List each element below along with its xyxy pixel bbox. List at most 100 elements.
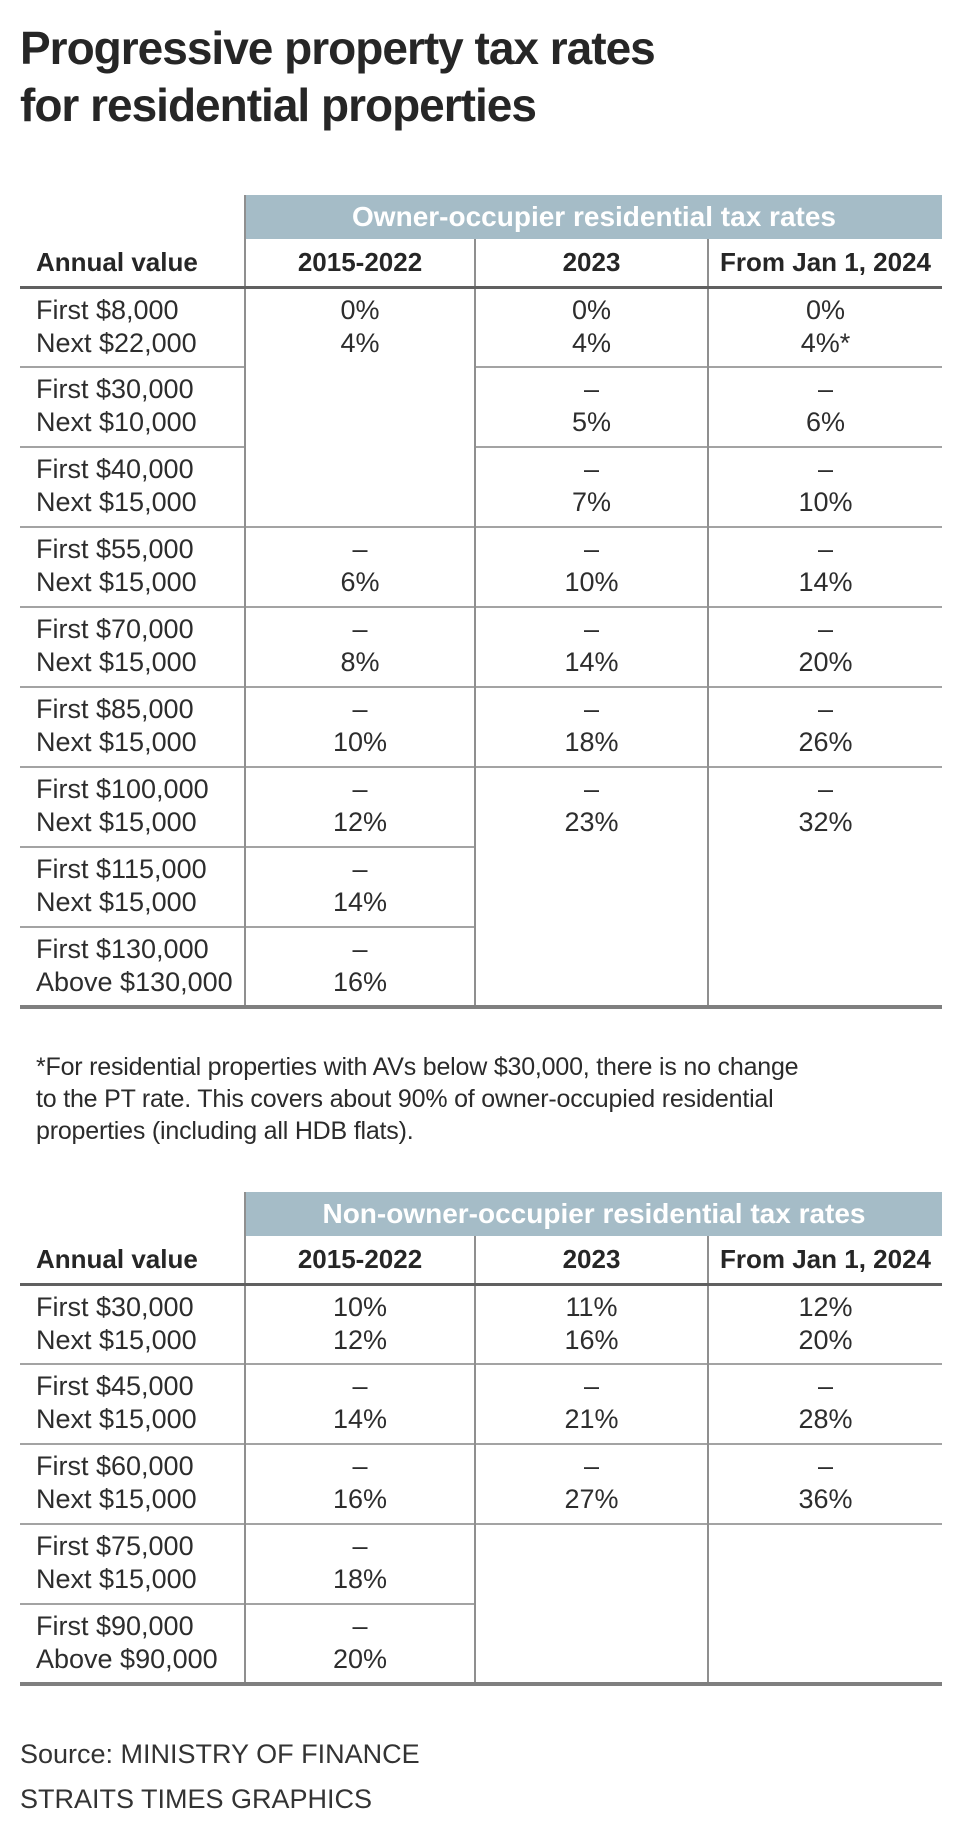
cell-line: Next $15,000 [36,1404,197,1434]
rate-cell: –5% [474,366,708,447]
source-line: Source: MINISTRY OF FINANCE [20,1739,420,1769]
rate-cell: –36% [707,1443,942,1524]
table-row: First $115,000 Next $15,000 –14% [20,846,942,927]
cell-line: 8% [340,647,380,677]
column-header-row: Annual value 2015-2022 2023 From Jan 1, … [20,239,943,289]
footnote-line-3: properties (including all HDB flats). [36,1117,414,1145]
cell-line: 11% [565,1291,618,1322]
range-cell: First $8,000 Next $22,000 [20,287,245,367]
range-cell: First $70,000 Next $15,000 [20,606,245,687]
cell-line: – [352,614,368,644]
cell-line: 12% [332,807,388,837]
cell-line: 18% [332,1564,388,1594]
cell-line: Above $90,000 [36,1644,218,1674]
cell-line: First $55,000 [36,534,194,564]
rate-cell: –10% [244,686,475,767]
cell-line: Next $15,000 [36,807,197,837]
rate-cell: –27% [474,1443,708,1524]
band-row: Non-owner-occupier residential tax rates [20,1192,942,1236]
rate-cell: –32% [706,766,943,1007]
corner-spacer [20,1192,245,1236]
cell-line: 20% [798,1324,853,1355]
cell-line: 14% [564,647,619,677]
rate-cell: 11% 16% [474,1284,708,1364]
cell-line: First $30,000 [36,1291,194,1322]
cell-line: Next $15,000 [36,887,197,917]
cell-line: 18% [564,727,619,757]
corner-spacer [20,195,245,239]
cell-line: Next $15,000 [36,727,197,757]
rate-cell: –26% [706,686,943,767]
column-header-2015-2022: 2015-2022 [244,1236,475,1286]
rate-cell: –28% [707,1363,942,1444]
cell-line: 12% [332,1324,388,1355]
column-header-annual-value: Annual value [20,239,245,289]
column-header-from-jan-2024: From Jan 1, 2024 [706,239,943,289]
cell-line: – [583,374,600,404]
cell-line: First $90,000 [36,1611,194,1641]
cell-line: Next $22,000 [36,327,197,358]
cell-line: First $45,000 [36,1371,194,1401]
cell-line: First $8,000 [36,294,179,325]
page-title: Progressive property tax rates for resid… [20,20,960,134]
owner-occupier-table: Owner-occupier residential tax rates Ann… [20,195,943,1009]
cell-line: 10% [564,567,619,597]
cell-line: 32% [798,807,853,837]
table-row: First $100,000 Next $15,000 –12% –23% –32… [20,766,943,1007]
cell-line: 6% [806,407,846,437]
cell-line: First $70,000 [36,614,194,644]
page-title-line-2: for residential properties [20,79,537,131]
table-row: First $30,000 Next $10,000 –5% –6% [20,366,943,447]
range-cell: First $30,000 Next $10,000 [20,366,245,447]
column-header-2023: 2023 [474,239,708,289]
rate-cell: 0% 4% [474,287,708,367]
range-cell: First $100,000 Next $15,000 [20,766,245,847]
cell-line: – [818,614,834,644]
cell-line: 6% [340,567,380,597]
cell-line: 14% [798,567,853,597]
empty-merged-cell [707,1523,942,1684]
cell-line: 20% [798,647,853,677]
cell-line: First $85,000 [36,694,194,724]
table-row: First $85,000 Next $15,000 –10% –18% –26% [20,686,943,767]
cell-line: – [352,694,368,724]
column-header-2023: 2023 [474,1236,708,1286]
cell-line: – [818,454,834,484]
rate-cell: –6% [706,366,943,447]
column-header-row: Annual value 2015-2022 2023 From Jan 1, … [20,1236,942,1286]
cell-line: – [583,534,600,564]
cell-line: 28% [798,1404,853,1434]
rate-cell: –6% [244,526,475,607]
rate-cell: –14% [244,846,475,927]
cell-line: – [583,614,600,644]
cell-line: First $30,000 [36,374,194,404]
table-row: First $60,000 Next $15,000 –16% –27% –36% [20,1443,942,1524]
rate-cell: 0% 4% [244,287,475,527]
cell-line: 10% [332,1291,388,1322]
table-row: First $55,000 Next $15,000 –6% –10% –14% [20,526,943,607]
cell-line: 4% [340,327,380,358]
band-row: Owner-occupier residential tax rates [20,195,943,239]
rate-cell: 0% 4%* [706,287,943,367]
table-row: First $130,000 Above $130,000 –16% [20,926,942,1007]
rate-cell: –14% [244,1363,475,1444]
cell-line: – [817,1371,834,1401]
page-title-line-1: Progressive property tax rates [20,22,656,74]
cell-line: – [817,1451,834,1481]
table-row: First $45,000 Next $15,000 –14% –21% –28% [20,1363,942,1444]
cell-line: First $100,000 [36,774,209,804]
cell-line: – [818,534,834,564]
cell-line: Next $15,000 [36,487,197,517]
cell-line: 21% [564,1404,619,1434]
range-cell: First $55,000 Next $15,000 [20,526,245,607]
table-row: First $40,000 Next $15,000 –7% –10% [20,446,943,527]
cell-line: – [583,774,600,804]
cell-line: – [818,774,834,804]
cell-line: – [583,694,600,724]
cell-line: – [352,1371,368,1401]
cell-line: – [352,854,368,884]
cell-line: 0% [340,294,380,325]
rate-cell: –14% [706,526,943,607]
cell-line: 14% [332,887,388,917]
table-row: First $70,000 Next $15,000 –8% –14% –20% [20,606,943,687]
